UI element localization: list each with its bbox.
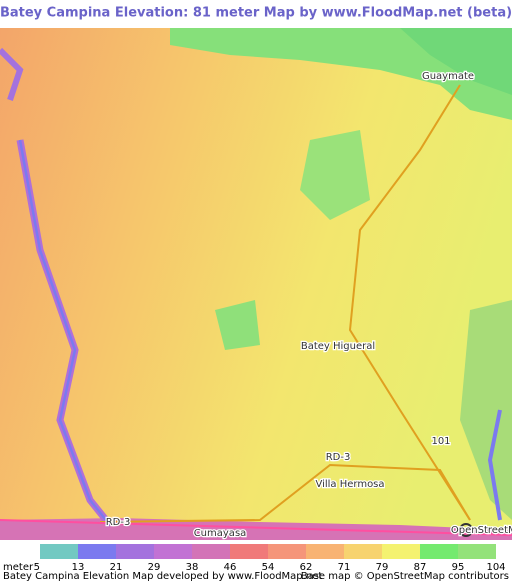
legend-unit: meter xyxy=(3,562,34,573)
road xyxy=(99,463,471,523)
legend-swatch xyxy=(268,544,306,559)
legend-stop: 5 xyxy=(34,562,40,573)
legend-stop: 29 xyxy=(148,562,161,573)
legend-swatch xyxy=(116,544,154,559)
legend-swatch xyxy=(192,544,230,559)
legend-stop: 95 xyxy=(452,562,465,573)
highland xyxy=(215,300,260,350)
credit: Batey Campina Elevation Map developed by… xyxy=(3,571,322,582)
title: Batey Campina Elevation: 81 meter Map by… xyxy=(0,6,512,21)
river xyxy=(0,47,24,101)
legend-stop: 38 xyxy=(186,562,199,573)
legend-stop: 46 xyxy=(224,562,237,573)
legend-swatch xyxy=(78,544,116,559)
legend-stop: 62 xyxy=(300,562,313,573)
river xyxy=(18,139,111,526)
legend-swatch xyxy=(458,544,496,559)
legend-swatch xyxy=(344,544,382,559)
place-label: Cumayasa xyxy=(194,528,247,539)
osm-logo xyxy=(459,523,473,537)
legend-stop: 104 xyxy=(486,562,505,573)
osm-logo-text: OpenStreetMap xyxy=(451,525,512,536)
legend-swatch xyxy=(420,544,458,559)
legend-stop: 21 xyxy=(110,562,123,573)
map: Guaymate Batey Higueral 101 RD-3 Villa H… xyxy=(0,28,512,540)
road xyxy=(348,84,471,521)
highland xyxy=(460,300,512,520)
river xyxy=(487,409,502,521)
terrain xyxy=(0,28,512,540)
place-label: Guaymate xyxy=(422,71,474,82)
highland xyxy=(300,130,370,220)
legend-swatch xyxy=(154,544,192,559)
legend-swatch xyxy=(40,544,78,559)
legend-swatch xyxy=(306,544,344,559)
legend-stop: 87 xyxy=(414,562,427,573)
legend-swatch xyxy=(230,544,268,559)
legend-stop: 71 xyxy=(338,562,351,573)
road-label: RD-3 xyxy=(106,517,131,528)
legend-stop: 79 xyxy=(376,562,389,573)
legend-stop: 13 xyxy=(72,562,85,573)
road-label: RD-3 xyxy=(326,452,351,463)
legend-stop: 54 xyxy=(262,562,275,573)
legend-swatch xyxy=(382,544,420,559)
place-label: Villa Hermosa xyxy=(315,479,384,490)
road xyxy=(0,519,512,536)
legend: meter 5 13 21 29 38 46 54 62 71 79 87 95 104 xyxy=(3,544,506,573)
basemap-credit: Base map © OpenStreetMap contributors xyxy=(301,571,509,582)
highland xyxy=(400,28,512,95)
place-label: Batey Higueral xyxy=(301,341,375,352)
road-label: 101 xyxy=(431,436,450,447)
